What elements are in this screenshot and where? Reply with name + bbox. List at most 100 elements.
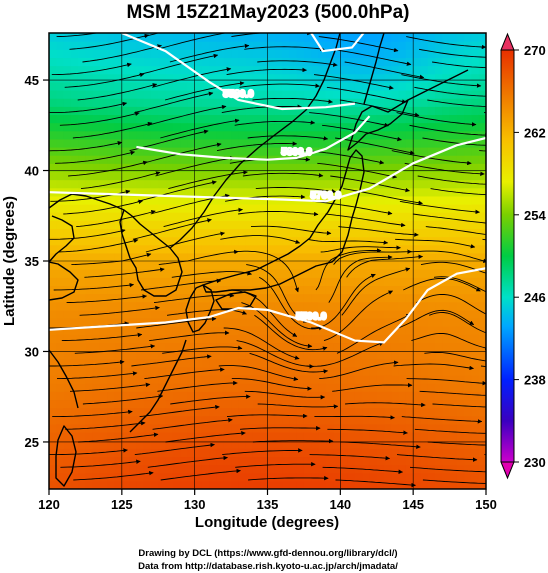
- heat-cell: [325, 114, 334, 124]
- heat-cell: [252, 358, 261, 368]
- heat-cell: [121, 98, 130, 107]
- heat-cell: [63, 407, 72, 417]
- heat-cell: [92, 261, 101, 270]
- heat-cell: [129, 334, 137, 344]
- streamline: [153, 293, 235, 304]
- heat-cell: [92, 106, 101, 116]
- heat-cell: [194, 204, 203, 213]
- heat-cell: [362, 456, 371, 466]
- heat-cell: [56, 98, 65, 107]
- heat-cell: [347, 155, 356, 164]
- heat-cell: [63, 98, 72, 107]
- heat-cell: [427, 334, 436, 344]
- heat-cell: [449, 122, 458, 132]
- heat-cell: [289, 171, 298, 181]
- heat-cell: [92, 244, 101, 254]
- heat-cell: [187, 187, 196, 197]
- heat-cell: [231, 407, 239, 417]
- heat-cell: [296, 350, 305, 360]
- heat-cell: [325, 391, 334, 401]
- heat-cell: [252, 204, 261, 213]
- heat-cell: [413, 301, 422, 311]
- heat-cell: [99, 375, 108, 384]
- heat-cell: [398, 334, 407, 344]
- heat-cell: [267, 277, 276, 287]
- heat-cell: [143, 301, 152, 311]
- heat-cell: [245, 106, 254, 116]
- heat-cell: [172, 456, 181, 466]
- heat-cell: [49, 399, 57, 409]
- heat-cell: [99, 326, 108, 335]
- heat-cell: [121, 81, 130, 91]
- heat-cell: [194, 228, 203, 238]
- heat-cell: [56, 65, 65, 75]
- heat-cell: [347, 301, 356, 311]
- heat-cell: [114, 456, 123, 466]
- heat-cell: [333, 415, 341, 425]
- heat-cell: [420, 33, 429, 42]
- heat-cell: [201, 228, 210, 238]
- heat-cell: [362, 212, 371, 221]
- heat-cell: [449, 309, 458, 319]
- heat-cell: [464, 350, 473, 360]
- heat-cell: [369, 423, 378, 433]
- heat-cell: [413, 187, 422, 197]
- heat-cell: [354, 212, 363, 221]
- heat-cell: [99, 220, 108, 230]
- heat-cell: [63, 383, 72, 392]
- heat-cell: [78, 220, 87, 230]
- heat-cell: [129, 204, 137, 213]
- heat-cell: [165, 309, 174, 319]
- heat-cell: [456, 179, 465, 189]
- heat-cell: [172, 415, 181, 425]
- heat-cell: [150, 212, 159, 221]
- heat-cell: [245, 334, 254, 344]
- heat-cell: [158, 285, 167, 295]
- heat-cell: [223, 41, 232, 50]
- heat-cell: [456, 114, 465, 124]
- heat-cell: [398, 358, 407, 368]
- heat-cell: [172, 147, 181, 156]
- heat-cell: [325, 252, 334, 262]
- heat-cell: [238, 261, 247, 270]
- heat-cell: [260, 309, 269, 319]
- heat-cell: [311, 220, 320, 230]
- heat-cell: [274, 440, 283, 449]
- heat-cell: [398, 73, 407, 83]
- heat-cell: [384, 350, 392, 360]
- heat-cell: [158, 432, 167, 441]
- heat-cell: [456, 106, 465, 116]
- streamline: [314, 415, 395, 420]
- heat-cell: [129, 448, 137, 458]
- heat-cell: [318, 407, 327, 417]
- heat-cell: [274, 358, 283, 368]
- heat-cell: [296, 399, 305, 409]
- streamline: [430, 188, 486, 196]
- streamline: [319, 360, 399, 380]
- heat-cell: [456, 187, 465, 197]
- heat-cell: [376, 432, 385, 441]
- heat-cell: [354, 252, 363, 262]
- heat-cell: [464, 187, 473, 197]
- heat-cell: [216, 130, 225, 140]
- x-axis-label: Longitude (degrees): [195, 514, 339, 531]
- heat-cell: [289, 73, 298, 83]
- heat-cell: [92, 49, 101, 59]
- heat-cell: [420, 318, 429, 327]
- heat-cell: [107, 122, 116, 132]
- heat-cell: [267, 456, 276, 466]
- heat-cell: [121, 277, 130, 287]
- heat-cell: [376, 334, 385, 344]
- heat-cell: [209, 334, 218, 344]
- heat-cell: [150, 480, 159, 489]
- heat-cell: [187, 407, 196, 417]
- heat-cell: [231, 81, 239, 91]
- heat-cell: [143, 244, 152, 254]
- heat-cell: [63, 171, 72, 181]
- heat-cell: [405, 49, 414, 59]
- heat-cell: [442, 269, 451, 278]
- heat-cell: [187, 375, 196, 384]
- heat-cell: [70, 130, 79, 140]
- heat-cell: [391, 236, 400, 246]
- heat-cell: [194, 41, 203, 50]
